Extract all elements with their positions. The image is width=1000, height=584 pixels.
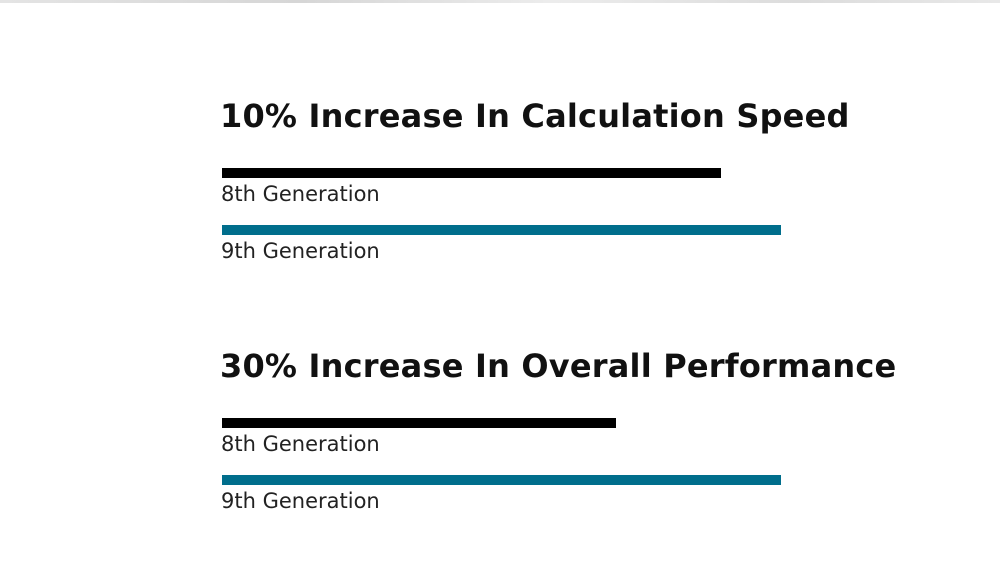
chart-title: 10% Increase In Calculation Speed	[220, 97, 850, 135]
top-border-line	[0, 0, 1000, 3]
bar-9th-generation	[222, 475, 781, 485]
chart-title: 30% Increase In Overall Performance	[220, 347, 897, 385]
calculation-speed-chart: 10% Increase In Calculation Speed 8th Ge…	[0, 96, 1000, 296]
bar-label-9th-generation: 9th Generation	[221, 489, 380, 513]
bar-label-9th-generation: 9th Generation	[221, 239, 380, 263]
bar-label-8th-generation: 8th Generation	[221, 432, 380, 456]
overall-performance-chart: 30% Increase In Overall Performance 8th …	[0, 346, 1000, 546]
bar-8th-generation	[222, 168, 721, 178]
bar-9th-generation	[222, 225, 781, 235]
bar-8th-generation	[222, 418, 616, 428]
bar-label-8th-generation: 8th Generation	[221, 182, 380, 206]
